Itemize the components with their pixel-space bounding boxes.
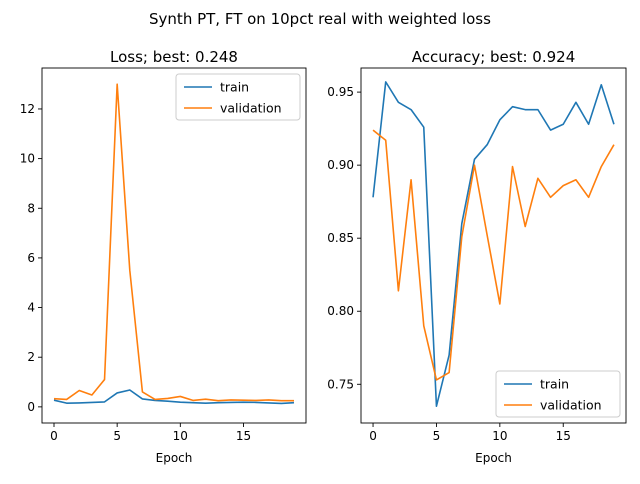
accuracy-x-tick-label: 0 [369,429,377,443]
loss-x-tick-label: 0 [50,429,58,443]
accuracy-legend: train validation [495,370,621,418]
loss-x-axis-label: Epoch [156,451,193,465]
accuracy-y-tick-label: 0.75 [327,377,354,391]
loss-series-train-line [53,389,295,405]
loss-chart: Loss; best: 0.248 0 5 10 15 0 2 4 6 8 10 12 Epoch tra… [20,48,307,465]
loss-axes-frame [41,67,307,424]
accuracy-series-train-line [372,81,615,408]
loss-legend-label-train: train [220,80,249,95]
accuracy-chart-title: Accuracy; best: 0.924 [412,48,576,66]
accuracy-legend-label-validation: validation [540,398,602,413]
accuracy-legend-label-train: train [540,377,569,392]
loss-x-tick-label: 5 [113,429,121,443]
loss-y-tick-label: 10 [20,152,35,166]
loss-y-tick-label: 2 [27,350,35,364]
accuracy-y-tick-label: 0.90 [327,158,354,172]
figure-suptitle: Synth PT, FT on 10pct real with weighted… [149,10,491,28]
accuracy-x-tick-label: 15 [556,429,571,443]
loss-legend-label-validation: validation [220,101,282,116]
accuracy-chart: Accuracy; best: 0.924 0 5 10 15 0.75 0.80 0.85 0… [327,48,627,465]
loss-y-tick-label: 4 [27,301,35,315]
accuracy-series-validation-line [372,129,615,381]
loss-y-tick-label: 6 [27,251,35,265]
loss-y-tick-label: 12 [20,102,35,116]
loss-legend: train validation [175,73,301,121]
loss-y-tick-label: 0 [27,400,35,414]
loss-x-tick-label: 10 [173,429,188,443]
accuracy-y-tick-label: 0.85 [327,231,354,245]
loss-series-validation-line [53,83,294,402]
accuracy-y-tick-label: 0.95 [327,85,354,99]
accuracy-x-tick-label: 5 [433,429,441,443]
accuracy-x-axis-label: Epoch [475,451,512,465]
loss-y-tick-label: 8 [27,201,35,215]
accuracy-axes-frame [360,67,627,424]
loss-chart-title: Loss; best: 0.248 [110,48,238,66]
accuracy-x-tick-label: 10 [492,429,507,443]
loss-x-tick-label: 15 [236,429,251,443]
accuracy-y-tick-label: 0.80 [327,304,354,318]
